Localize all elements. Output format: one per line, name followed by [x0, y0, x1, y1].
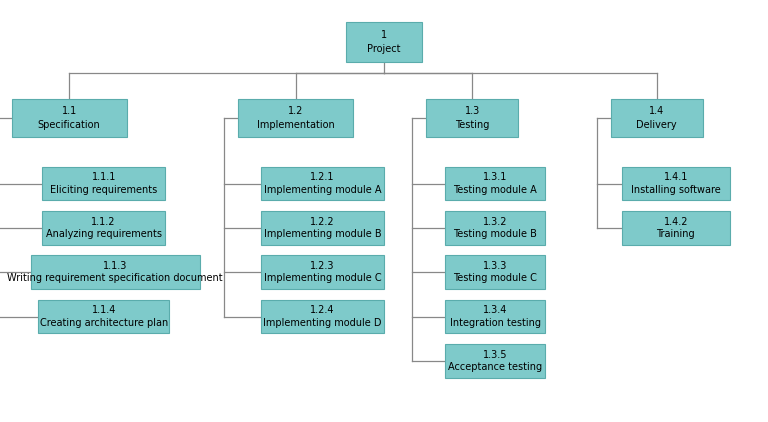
Text: Testing module B: Testing module B	[453, 229, 538, 239]
FancyBboxPatch shape	[445, 167, 545, 200]
FancyBboxPatch shape	[12, 99, 127, 137]
FancyBboxPatch shape	[445, 344, 545, 378]
FancyBboxPatch shape	[261, 211, 384, 245]
FancyBboxPatch shape	[611, 99, 703, 137]
Text: 1.3.3: 1.3.3	[483, 261, 508, 271]
Text: 1.4: 1.4	[649, 106, 664, 116]
FancyBboxPatch shape	[445, 211, 545, 245]
Text: 1.1.2: 1.1.2	[91, 217, 116, 227]
Text: Delivery: Delivery	[637, 120, 677, 130]
Text: Writing requirement specification document: Writing requirement specification docume…	[8, 273, 223, 283]
Text: 1.4.2: 1.4.2	[664, 217, 688, 227]
Text: 1.2: 1.2	[288, 106, 303, 116]
FancyBboxPatch shape	[445, 255, 545, 289]
Text: 1.1: 1.1	[61, 106, 77, 116]
Text: Implementing module B: Implementing module B	[263, 229, 382, 239]
FancyBboxPatch shape	[261, 255, 384, 289]
Text: Acceptance testing: Acceptance testing	[449, 362, 542, 372]
Text: Testing: Testing	[455, 120, 489, 130]
Text: Creating architecture plan: Creating architecture plan	[40, 318, 167, 327]
Text: Implementing module C: Implementing module C	[263, 273, 382, 283]
Text: 1: 1	[381, 30, 387, 40]
Text: Training: Training	[657, 229, 695, 239]
Text: 1.2.1: 1.2.1	[310, 173, 335, 182]
FancyBboxPatch shape	[426, 99, 518, 137]
FancyBboxPatch shape	[42, 167, 165, 200]
Text: Integration testing: Integration testing	[450, 318, 541, 327]
FancyBboxPatch shape	[346, 22, 422, 62]
Text: 1.4.1: 1.4.1	[664, 173, 688, 182]
Text: Eliciting requirements: Eliciting requirements	[50, 185, 157, 195]
Text: 1.1.1: 1.1.1	[91, 173, 116, 182]
FancyBboxPatch shape	[31, 255, 200, 289]
FancyBboxPatch shape	[42, 211, 165, 245]
Text: 1.2.3: 1.2.3	[310, 261, 335, 271]
Text: Project: Project	[367, 44, 401, 54]
FancyBboxPatch shape	[622, 211, 730, 245]
Text: 1.3.1: 1.3.1	[483, 173, 508, 182]
Text: Implementing module D: Implementing module D	[263, 318, 382, 327]
Text: Implementing module A: Implementing module A	[264, 185, 381, 195]
FancyBboxPatch shape	[445, 300, 545, 333]
Text: Specification: Specification	[38, 120, 101, 130]
Text: Installing software: Installing software	[631, 185, 720, 195]
Text: 1.1.4: 1.1.4	[91, 306, 116, 315]
Text: 1.1.3: 1.1.3	[103, 261, 127, 271]
Text: Analyzing requirements: Analyzing requirements	[45, 229, 162, 239]
Text: 1.3.4: 1.3.4	[483, 306, 508, 315]
Text: Testing module A: Testing module A	[453, 185, 538, 195]
FancyBboxPatch shape	[238, 99, 353, 137]
Text: 1.3.2: 1.3.2	[483, 217, 508, 227]
FancyBboxPatch shape	[261, 300, 384, 333]
FancyBboxPatch shape	[622, 167, 730, 200]
Text: Testing module C: Testing module C	[453, 273, 538, 283]
Text: 1.2.2: 1.2.2	[310, 217, 335, 227]
Text: Implementation: Implementation	[257, 120, 335, 130]
Text: 1.3.5: 1.3.5	[483, 350, 508, 360]
Text: 1.2.4: 1.2.4	[310, 306, 335, 315]
FancyBboxPatch shape	[38, 300, 169, 333]
Text: 1.3: 1.3	[465, 106, 480, 116]
FancyBboxPatch shape	[261, 167, 384, 200]
